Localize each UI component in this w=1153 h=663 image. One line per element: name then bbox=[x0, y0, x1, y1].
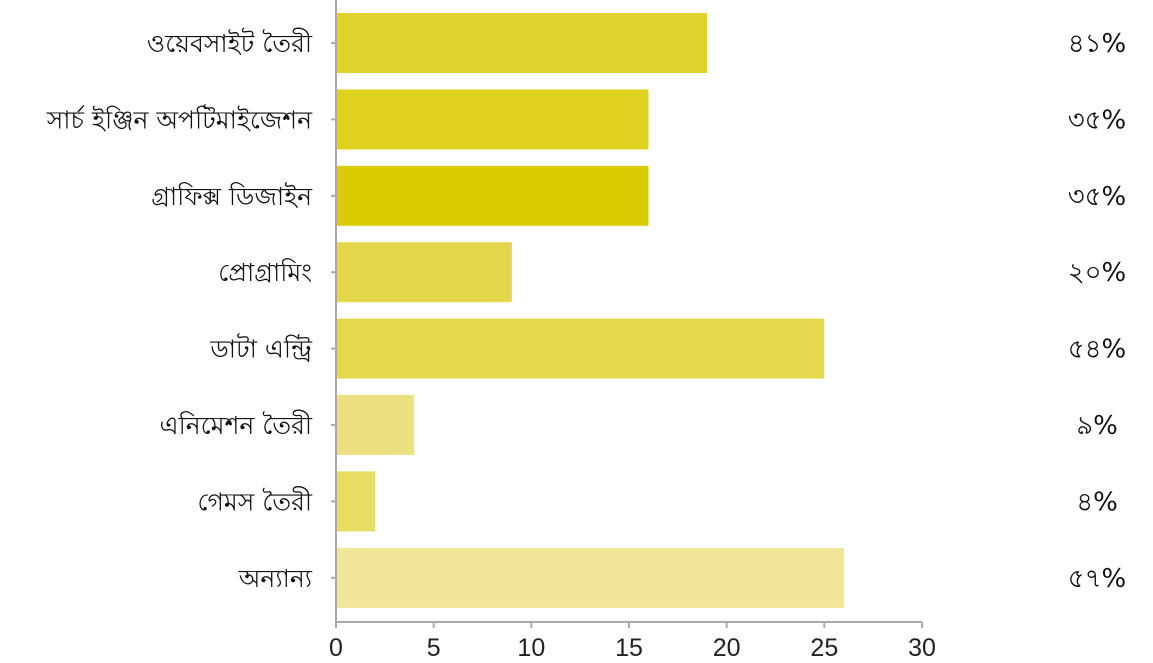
category-label-0: ওয়েবসাইট তৈরী bbox=[147, 28, 313, 58]
category-label-5: এনিমেশন তৈরী bbox=[160, 410, 313, 440]
x-tick-label-6: 30 bbox=[908, 634, 936, 662]
bar-5 bbox=[336, 395, 415, 455]
percent-label-3: ২০% bbox=[1068, 258, 1127, 288]
axes: 0 5 10 15 20 25 30 bbox=[329, 0, 936, 662]
bar-1 bbox=[336, 89, 649, 150]
percent-label-5: ৯% bbox=[1076, 411, 1118, 441]
percent-label-7: ৫৭% bbox=[1068, 564, 1126, 594]
category-label-4: ডাটা এন্ট্রি bbox=[209, 334, 313, 364]
bars-group bbox=[336, 13, 844, 608]
percent-label-1: ৩৫% bbox=[1068, 105, 1126, 135]
x-tick-label-1: 5 bbox=[427, 634, 441, 662]
percent-label-2: ৩৫% bbox=[1068, 182, 1126, 212]
percent-label-6: ৪% bbox=[1076, 487, 1118, 517]
bar-7 bbox=[336, 547, 844, 608]
category-label-2: গ্রাফিক্স ডিজাইন bbox=[151, 182, 313, 211]
category-label-1: সার্চ ইঞ্জিন অপটিমাইজেশন bbox=[46, 104, 313, 134]
percent-label-4: ৫৪% bbox=[1068, 335, 1126, 365]
x-tick-label-3: 15 bbox=[615, 634, 643, 662]
category-label-7: অন্যান্য bbox=[238, 564, 313, 593]
percent-label-0: ৪১% bbox=[1068, 29, 1126, 59]
category-label-3: প্রোগ্রামিং bbox=[218, 258, 312, 287]
category-label-6: গেমস তৈরী bbox=[197, 486, 312, 516]
bar-6 bbox=[336, 471, 376, 532]
percent-labels: ৪১% ৩৫% ৩৫% ২০% ৫৪% ৯% ৪% ৫৭% bbox=[1068, 29, 1127, 594]
bar-0 bbox=[336, 13, 708, 73]
x-tick-label-2: 10 bbox=[517, 634, 545, 662]
bar-2 bbox=[336, 165, 649, 226]
x-tick-label-5: 25 bbox=[810, 634, 838, 662]
category-labels: ওয়েবসাইট তৈরী সার্চ ইঞ্জিন অপটিমাইজেশন গ্… bbox=[46, 28, 313, 593]
bar-3 bbox=[336, 242, 512, 303]
bar-4 bbox=[336, 318, 825, 379]
x-tick-label-4: 20 bbox=[713, 634, 741, 662]
x-tick-label-0: 0 bbox=[329, 634, 343, 662]
